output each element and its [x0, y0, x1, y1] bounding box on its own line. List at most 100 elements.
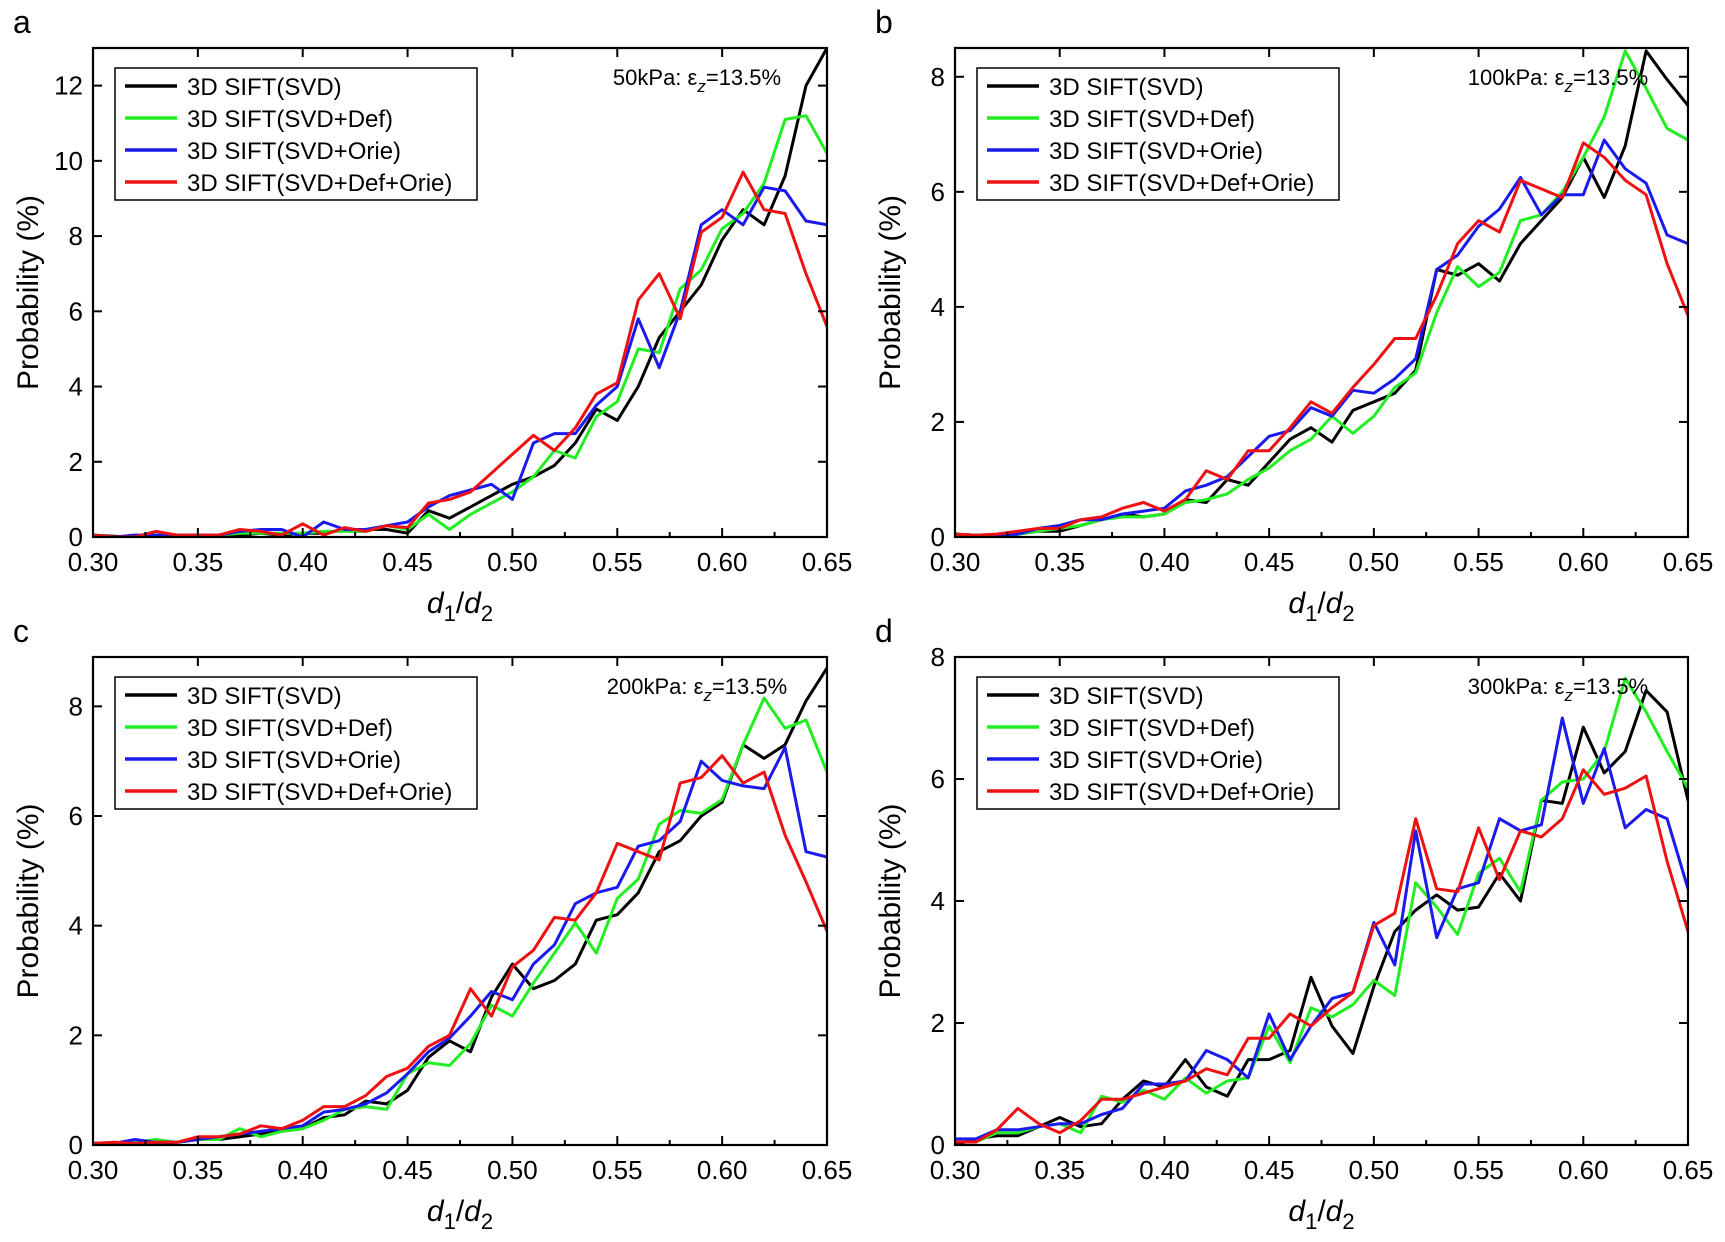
y-tick-label: 0 — [931, 1130, 945, 1160]
legend-label: 3D SIFT(SVD+Def+Orie) — [1049, 170, 1314, 197]
series-group — [93, 48, 827, 537]
x-tick-label: 0.35 — [1034, 1155, 1085, 1185]
x-tick-label: 0.30 — [68, 1155, 119, 1185]
x-tick-label: 0.30 — [930, 547, 981, 577]
x-tick-label: 0.60 — [697, 547, 748, 577]
x-tick-label: 0.50 — [1349, 1155, 1400, 1185]
panel-b: b 0.30 0.35 0.40 0.45 0.50 0.55 0.60 0.65 0 2 4 6 8 Pr… — [874, 4, 1713, 626]
y-axis-title: Probability (%) — [12, 195, 45, 390]
x-axis-title: d1/d2 — [427, 587, 493, 626]
legend-label: 3D SIFT(SVD) — [1049, 74, 1204, 101]
x-tick-label: 0.30 — [930, 1155, 981, 1185]
x-tick-label: 0.45 — [1244, 547, 1295, 577]
condition-annotation: 200kPa: εz=13.5% — [607, 674, 787, 705]
legend-label: 3D SIFT(SVD+Orie) — [187, 747, 401, 774]
y-tick-label: 0 — [69, 522, 83, 552]
x-tick-label: 0.55 — [592, 547, 643, 577]
legend-label: 3D SIFT(SVD+Def) — [1049, 715, 1255, 742]
y-tick-label: 6 — [69, 296, 83, 326]
x-tick-label: 0.35 — [173, 547, 224, 577]
x-tick-label: 0.45 — [382, 547, 433, 577]
legend: 3D SIFT(SVD) 3D SIFT(SVD+Def) 3D SIFT(SVD+… — [114, 676, 478, 810]
y-tick-label: 2 — [931, 407, 945, 437]
series-line-4 — [955, 141, 1688, 537]
y-tick-label: 2 — [69, 1020, 83, 1050]
y-tick-label: 12 — [54, 71, 83, 101]
y-tick-label: 0 — [69, 1130, 83, 1160]
legend: 3D SIFT(SVD) 3D SIFT(SVD+Def) 3D SIFT(SVD+… — [114, 67, 478, 201]
y-tick-label: 2 — [69, 447, 83, 477]
y-tick-label: 0 — [931, 522, 945, 552]
series-line-4 — [93, 170, 827, 537]
x-tick-label: 0.40 — [1139, 1155, 1190, 1185]
panel-a: a 0.30 0.35 0.40 0.45 0.50 0.55 0.60 0.65 0 2 4 6 8 10… — [12, 4, 852, 626]
legend-label: 3D SIFT(SVD) — [187, 74, 342, 101]
legend-label: 3D SIFT(SVD+Def+Orie) — [1049, 779, 1314, 806]
legend: 3D SIFT(SVD) 3D SIFT(SVD+Def) 3D SIFT(SVD+… — [976, 67, 1340, 201]
y-tick-label: 8 — [69, 691, 83, 721]
legend: 3D SIFT(SVD) 3D SIFT(SVD+Def) 3D SIFT(SVD+… — [976, 676, 1340, 810]
y-tick-label: 6 — [931, 177, 945, 207]
x-tick-label: 0.35 — [1034, 547, 1085, 577]
x-tick-label: 0.45 — [1244, 1155, 1295, 1185]
legend-label: 3D SIFT(SVD+Def) — [187, 715, 393, 742]
y-tick-label: 4 — [931, 292, 945, 322]
y-tick-label: 6 — [931, 764, 945, 794]
x-tick-label: 0.55 — [1453, 547, 1504, 577]
x-tick-label: 0.40 — [277, 547, 328, 577]
x-tick-label: 0.55 — [1453, 1155, 1504, 1185]
legend-label: 3D SIFT(SVD+Orie) — [1049, 747, 1263, 774]
x-tick-label: 0.35 — [173, 1155, 224, 1185]
series-group — [955, 676, 1688, 1145]
panel-c: c 0.30 0.35 0.40 0.45 0.50 0.55 0.60 0.65 0 2 4 6 8 Pr… — [12, 613, 852, 1234]
x-tick-label: 0.55 — [592, 1155, 643, 1185]
legend-label: 3D SIFT(SVD+Def+Orie) — [187, 170, 452, 197]
x-tick-label: 0.60 — [697, 1155, 748, 1185]
series-line-4 — [955, 768, 1688, 1144]
legend-label: 3D SIFT(SVD+Orie) — [187, 138, 401, 165]
y-tick-label: 4 — [69, 911, 83, 941]
x-tick-label: 0.65 — [802, 547, 853, 577]
y-tick-label: 2 — [931, 1008, 945, 1038]
panel-letter: c — [13, 613, 29, 649]
y-tick-label: 10 — [54, 146, 83, 176]
condition-annotation: 100kPa: εz=13.5% — [1468, 65, 1648, 96]
x-axis-title: d1/d2 — [1288, 1195, 1354, 1234]
legend-label: 3D SIFT(SVD+Orie) — [1049, 138, 1263, 165]
legend-label: 3D SIFT(SVD+Def) — [1049, 106, 1255, 133]
condition-annotation: 50kPa: εz=13.5% — [613, 65, 781, 96]
legend-frame — [976, 676, 1340, 810]
series-group — [93, 666, 827, 1145]
y-tick-label: 8 — [69, 221, 83, 251]
x-axis-title: d1/d2 — [427, 1195, 493, 1234]
y-axis-title: Probability (%) — [874, 803, 907, 998]
x-axis-title: d1/d2 — [1288, 587, 1354, 626]
panel-letter: b — [875, 4, 893, 40]
x-tick-label: 0.50 — [1349, 547, 1400, 577]
legend-label: 3D SIFT(SVD) — [1049, 683, 1204, 710]
y-tick-label: 8 — [931, 62, 945, 92]
series-group — [955, 49, 1688, 537]
y-tick-label: 8 — [931, 642, 945, 672]
condition-annotation: 300kPa: εz=13.5% — [1468, 674, 1648, 705]
x-tick-label: 0.65 — [1663, 1155, 1714, 1185]
panel-letter: d — [875, 613, 893, 649]
legend-frame — [976, 67, 1340, 201]
x-tick-label: 0.65 — [1663, 547, 1714, 577]
y-tick-label: 6 — [69, 801, 83, 831]
x-tick-label: 0.60 — [1558, 547, 1609, 577]
x-tick-label: 0.60 — [1558, 1155, 1609, 1185]
x-tick-label: 0.65 — [802, 1155, 853, 1185]
y-axis-title: Probability (%) — [874, 195, 907, 390]
x-tick-label: 0.50 — [487, 1155, 538, 1185]
x-tick-label: 0.45 — [382, 1155, 433, 1185]
series-line-4 — [93, 754, 827, 1145]
legend-label: 3D SIFT(SVD+Def) — [187, 106, 393, 133]
legend-frame — [114, 676, 478, 810]
panel-letter: a — [13, 4, 31, 40]
series-line-2 — [93, 696, 827, 1145]
x-tick-label: 0.30 — [68, 547, 119, 577]
x-tick-label: 0.50 — [487, 547, 538, 577]
panel-d: d 0.30 0.35 0.40 0.45 0.50 0.55 0.60 0.65 0 2 4 6 8 Pr… — [874, 613, 1713, 1234]
